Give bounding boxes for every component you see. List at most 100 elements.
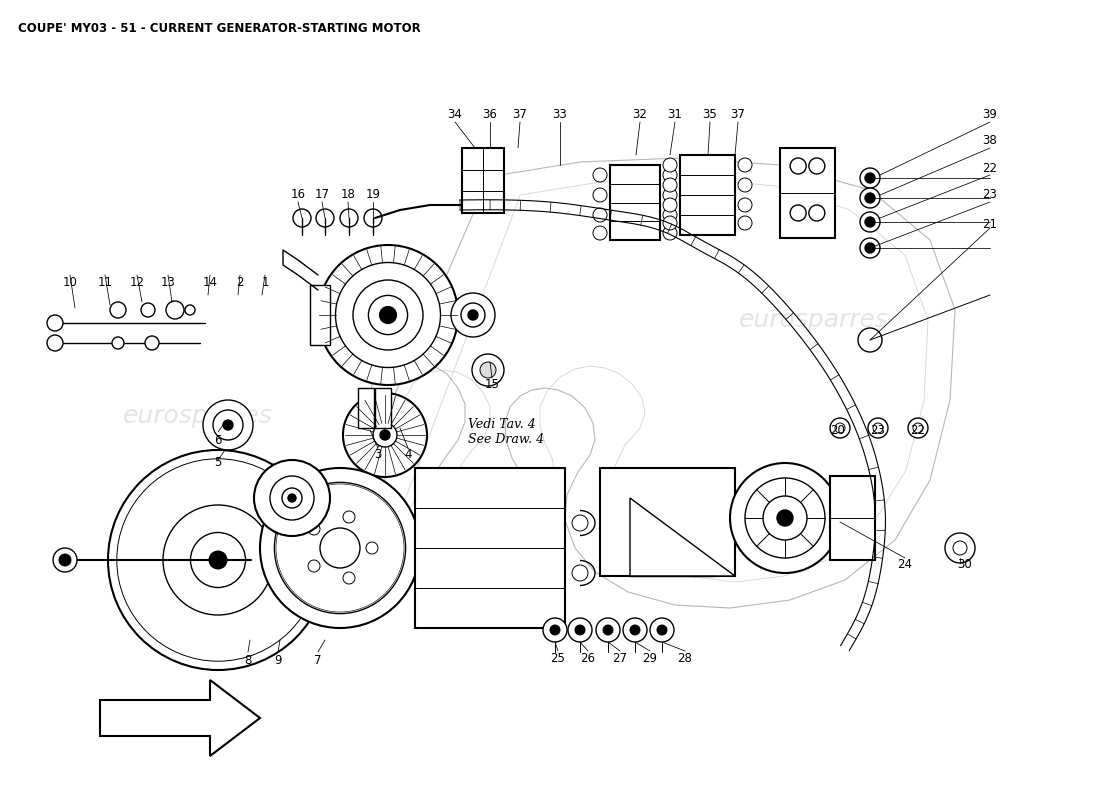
Bar bbox=[358, 388, 374, 428]
Text: 9: 9 bbox=[274, 654, 282, 666]
Circle shape bbox=[468, 310, 478, 320]
Circle shape bbox=[738, 216, 752, 230]
Circle shape bbox=[745, 478, 825, 558]
Text: 22: 22 bbox=[911, 423, 925, 437]
Text: 7: 7 bbox=[315, 654, 321, 666]
Text: 18: 18 bbox=[341, 189, 355, 202]
Circle shape bbox=[480, 362, 496, 378]
Circle shape bbox=[663, 168, 676, 182]
Text: 37: 37 bbox=[730, 109, 746, 122]
Circle shape bbox=[296, 504, 384, 592]
Text: 33: 33 bbox=[552, 109, 568, 122]
Circle shape bbox=[336, 262, 440, 367]
Circle shape bbox=[908, 418, 928, 438]
Circle shape bbox=[141, 303, 155, 317]
Circle shape bbox=[185, 305, 195, 315]
Text: 24: 24 bbox=[898, 558, 913, 571]
Circle shape bbox=[59, 554, 72, 566]
Circle shape bbox=[373, 423, 397, 447]
Circle shape bbox=[790, 158, 806, 174]
Text: 11: 11 bbox=[98, 275, 112, 289]
Text: 32: 32 bbox=[632, 109, 648, 122]
Circle shape bbox=[343, 511, 355, 523]
Circle shape bbox=[593, 188, 607, 202]
Text: 37: 37 bbox=[513, 109, 527, 122]
Circle shape bbox=[663, 226, 676, 240]
Circle shape bbox=[274, 482, 406, 614]
Bar bbox=[610, 165, 660, 240]
Circle shape bbox=[379, 306, 396, 323]
Circle shape bbox=[308, 560, 320, 572]
Text: 10: 10 bbox=[63, 275, 77, 289]
Circle shape bbox=[763, 496, 807, 540]
Circle shape bbox=[860, 168, 880, 188]
Text: eurosparres: eurosparres bbox=[123, 404, 273, 428]
Circle shape bbox=[568, 618, 592, 642]
Text: 30: 30 bbox=[958, 558, 972, 571]
Circle shape bbox=[282, 488, 303, 508]
Circle shape bbox=[254, 460, 330, 536]
Text: 39: 39 bbox=[982, 109, 998, 122]
Circle shape bbox=[593, 168, 607, 182]
Circle shape bbox=[316, 209, 334, 227]
Circle shape bbox=[284, 492, 396, 604]
Circle shape bbox=[913, 423, 923, 433]
Circle shape bbox=[572, 515, 588, 531]
Text: 21: 21 bbox=[982, 218, 998, 231]
Circle shape bbox=[575, 625, 585, 635]
Circle shape bbox=[288, 494, 296, 502]
Circle shape bbox=[657, 625, 667, 635]
Text: Vedi Tav. 4
See Draw. 4: Vedi Tav. 4 See Draw. 4 bbox=[468, 418, 544, 446]
Circle shape bbox=[47, 335, 63, 351]
Text: 38: 38 bbox=[982, 134, 998, 146]
Polygon shape bbox=[630, 498, 735, 576]
Circle shape bbox=[738, 178, 752, 192]
Bar bbox=[830, 476, 874, 560]
Text: 23: 23 bbox=[982, 189, 998, 202]
Circle shape bbox=[110, 302, 126, 318]
Circle shape bbox=[865, 193, 874, 203]
Text: 29: 29 bbox=[642, 651, 658, 665]
Text: 14: 14 bbox=[202, 275, 218, 289]
Circle shape bbox=[163, 505, 273, 615]
Circle shape bbox=[860, 212, 880, 232]
Text: 2: 2 bbox=[236, 275, 244, 289]
Circle shape bbox=[808, 158, 825, 174]
Circle shape bbox=[190, 533, 245, 587]
Text: 34: 34 bbox=[448, 109, 462, 122]
Text: 8: 8 bbox=[244, 654, 252, 666]
Circle shape bbox=[260, 468, 420, 628]
Circle shape bbox=[865, 217, 874, 227]
Circle shape bbox=[166, 301, 184, 319]
Circle shape bbox=[738, 158, 752, 172]
Circle shape bbox=[663, 188, 676, 202]
Text: 28: 28 bbox=[678, 651, 692, 665]
Circle shape bbox=[47, 315, 63, 331]
Text: 27: 27 bbox=[613, 651, 627, 665]
Text: 16: 16 bbox=[290, 189, 306, 202]
Circle shape bbox=[270, 476, 314, 520]
Text: 3: 3 bbox=[374, 449, 382, 462]
Text: 15: 15 bbox=[485, 378, 499, 391]
Text: 19: 19 bbox=[365, 189, 381, 202]
Circle shape bbox=[318, 245, 458, 385]
Circle shape bbox=[572, 565, 588, 581]
Circle shape bbox=[830, 418, 850, 438]
Text: 31: 31 bbox=[668, 109, 682, 122]
Circle shape bbox=[112, 337, 124, 349]
Text: 26: 26 bbox=[581, 651, 595, 665]
Circle shape bbox=[288, 496, 392, 600]
Bar bbox=[310, 285, 330, 345]
Circle shape bbox=[204, 400, 253, 450]
Bar bbox=[415, 468, 565, 628]
Circle shape bbox=[663, 216, 676, 230]
Circle shape bbox=[276, 484, 404, 612]
Circle shape bbox=[858, 328, 882, 352]
Bar bbox=[680, 155, 735, 235]
Circle shape bbox=[366, 542, 378, 554]
Circle shape bbox=[451, 293, 495, 337]
Circle shape bbox=[650, 618, 674, 642]
Text: COUPE' MY03 - 51 - CURRENT GENERATOR-STARTING MOTOR: COUPE' MY03 - 51 - CURRENT GENERATOR-STA… bbox=[18, 22, 420, 35]
Text: eurosparres: eurosparres bbox=[739, 308, 889, 332]
Bar bbox=[375, 388, 390, 428]
